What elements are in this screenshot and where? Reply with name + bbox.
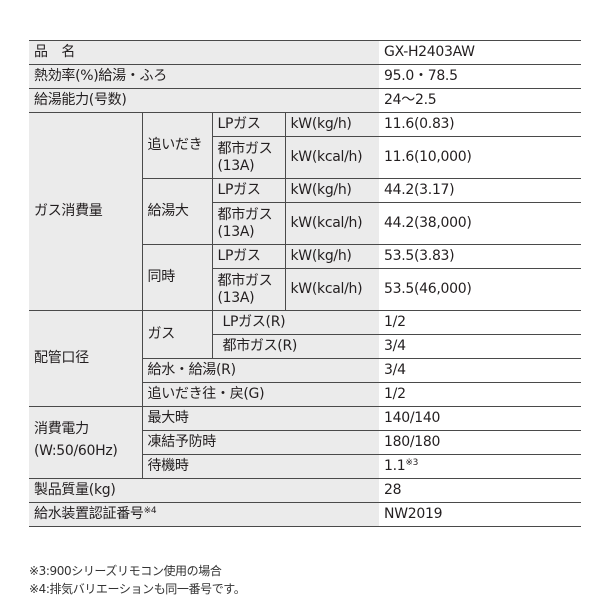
unit: kW(kg/h) [285, 178, 380, 203]
value: 140/140 [379, 406, 582, 431]
row-weight: 製品質量(kg) 28 [29, 478, 582, 503]
sublabel: 同時 [142, 244, 213, 311]
unit: kW(kcal/h) [285, 136, 380, 179]
footnote-3: ※3:900シリーズリモコン使用の場合 [29, 564, 222, 578]
gas-name: 都市ガス [217, 140, 273, 157]
value: 1/2 [379, 382, 582, 407]
power-mode: 待機時 [142, 454, 380, 479]
pipe-label: LPガス(R) [212, 310, 380, 335]
footnote-ref: ※3 [405, 458, 419, 468]
sublabel: ガス [142, 310, 213, 359]
row-power-standby: 待機時 1.1※3 [29, 454, 582, 479]
row-gas-hotwater-lp: 給湯大 LPガス kW(kg/h) 44.2(3.17) [29, 178, 582, 245]
label: 製品質量(kg) [29, 478, 380, 503]
sublabel: 給湯大 [142, 178, 213, 245]
row-gas-simul-city: 都市ガス (13A) kW(kcal/h) 53.5(46,000) [29, 268, 582, 311]
gas-name: 都市ガス [217, 272, 273, 289]
pipe-label: 都市ガス(R) [212, 334, 380, 359]
row-piping-city: 都市ガス(R) 3/4 [29, 334, 582, 359]
row-product-name: 品 名 GX-H2403AW [29, 40, 582, 65]
footnote-ref: ※4 [143, 506, 157, 516]
standby-value: 1.1 [384, 458, 406, 474]
power-label: 消費電力 [34, 421, 89, 437]
row-gas-reheat-city: 都市ガス (13A) kW(kcal/h) 11.6(10,000) [29, 136, 582, 179]
value: 180/180 [379, 430, 582, 455]
row-efficiency: 熱効率(%)給湯・ふろ 95.0・78.5 [29, 64, 582, 89]
value: 53.5(46,000) [379, 268, 582, 311]
value: 3/4 [379, 334, 582, 359]
value: 95.0・78.5 [379, 64, 582, 89]
row-piping-reheat: 追いだき往・戻(G) 1/2 [29, 382, 582, 407]
cert-label: 給水装置認証番号 [34, 506, 144, 522]
gas-type: LPガス [212, 244, 286, 269]
spec-table: 品 名 GX-H2403AW 熱効率(%)給湯・ふろ 95.0・78.5 給湯能… [29, 40, 582, 527]
row-capacity: 給湯能力(号数) 24〜2.5 [29, 88, 582, 113]
row-power-freeze: 凍結予防時 180/180 [29, 430, 582, 455]
power-mode: 凍結予防時 [142, 430, 380, 455]
power-unit: (W:50/60Hz) [34, 443, 118, 459]
row-cert: 給水装置認証番号※4 NW2019 [29, 502, 582, 527]
value: 11.6(10,000) [379, 136, 582, 179]
label: 消費電力 (W:50/60Hz) [29, 406, 143, 479]
label: 給湯能力(号数) [29, 88, 380, 113]
gas-name: 都市ガス [217, 206, 273, 223]
row-gas-hotwater-city: 都市ガス (13A) kW(kcal/h) 44.2(38,000) [29, 202, 582, 245]
gas-type: 都市ガス (13A) [212, 268, 286, 311]
unit: kW(kg/h) [285, 244, 380, 269]
footnote-4: ※4:排気バリエーションも同一番号です。 [29, 582, 246, 596]
unit: kW(kg/h) [285, 112, 380, 137]
label: 品 名 [29, 40, 380, 65]
label: 熱効率(%)給湯・ふろ [29, 64, 380, 89]
label: 給水装置認証番号※4 [29, 502, 380, 527]
pipe-label: 給水・給湯(R) [142, 358, 380, 383]
row-power-max: 消費電力 (W:50/60Hz) 最大時 140/140 [29, 406, 582, 479]
value: 28 [379, 478, 582, 503]
row-gas-simul-lp: 同時 LPガス kW(kg/h) 53.5(3.83) [29, 244, 582, 311]
value: 44.2(38,000) [379, 202, 582, 245]
gas-grade: (13A) [217, 157, 255, 174]
value: 24〜2.5 [379, 88, 582, 113]
power-mode: 最大時 [142, 406, 380, 431]
value: 1/2 [379, 310, 582, 335]
unit: kW(kcal/h) [285, 268, 380, 311]
value: 44.2(3.17) [379, 178, 582, 203]
unit: kW(kcal/h) [285, 202, 380, 245]
value: GX-H2403AW [379, 40, 582, 65]
value: NW2019 [379, 502, 582, 527]
gas-type: LPガス [212, 112, 286, 137]
gas-type: 都市ガス (13A) [212, 136, 286, 179]
gas-type: 都市ガス (13A) [212, 202, 286, 245]
gas-type: LPガス [212, 178, 286, 203]
value: 1.1※3 [379, 454, 582, 479]
row-piping-lp: 配管口径 ガス LPガス(R) 1/2 [29, 310, 582, 407]
value: 3/4 [379, 358, 582, 383]
gas-grade: (13A) [217, 223, 255, 240]
sublabel: 追いだき [142, 112, 213, 179]
value: 53.5(3.83) [379, 244, 582, 269]
value: 11.6(0.83) [379, 112, 582, 137]
label: 配管口径 [29, 310, 143, 407]
gas-grade: (13A) [217, 289, 255, 306]
row-gas-reheat-lp: ガス消費量 追いだき LPガス kW(kg/h) 11.6(0.83) [29, 112, 582, 311]
pipe-label: 追いだき往・戻(G) [142, 382, 380, 407]
label: ガス消費量 [29, 112, 143, 311]
